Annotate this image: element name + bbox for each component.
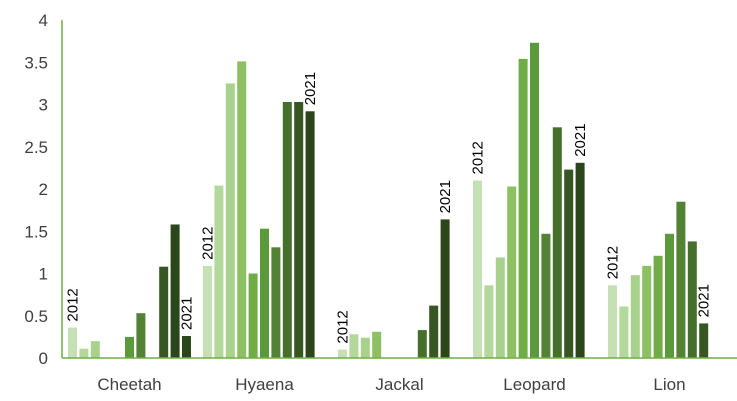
bar [237, 61, 247, 359]
bar [203, 265, 212, 358]
bar [676, 201, 686, 358]
bar [271, 247, 281, 358]
bar [125, 336, 134, 358]
bar [530, 42, 539, 359]
bar [699, 323, 709, 358]
y-tick-label: 2 [39, 180, 48, 199]
bar [507, 186, 517, 358]
bar [440, 219, 450, 358]
y-tick-label: 3 [39, 96, 48, 115]
bar [552, 127, 562, 358]
y-tick-label: 0.5 [24, 307, 48, 326]
year-annotation: 2021 [696, 284, 713, 317]
y-tick-label: 1.5 [24, 222, 48, 241]
year-annotation: 2012 [335, 310, 352, 343]
bar [473, 180, 482, 358]
bar [608, 285, 617, 358]
y-tick-label: 2.5 [24, 138, 48, 157]
bar [630, 275, 640, 358]
category-label: Hyaena [235, 375, 294, 394]
year-annotation: 2021 [302, 72, 319, 105]
bar [564, 169, 574, 358]
year-annotation: 2012 [605, 246, 622, 279]
category-label: Jackal [375, 375, 423, 394]
bar [619, 306, 629, 358]
bar [305, 111, 315, 358]
bar [349, 334, 359, 358]
bar [136, 313, 146, 358]
bar [68, 327, 77, 358]
bar [495, 257, 505, 358]
bar [360, 337, 370, 358]
bar [642, 265, 652, 358]
bar [687, 241, 697, 358]
bar [282, 102, 292, 358]
bar [653, 255, 663, 358]
year-annotation: 2012 [200, 227, 217, 260]
bar [575, 162, 585, 358]
bar [90, 341, 100, 358]
bar [248, 273, 258, 358]
year-annotation: 2012 [65, 288, 82, 321]
bar [225, 83, 235, 359]
year-annotation: 2021 [179, 297, 196, 330]
category-label: Cheetah [97, 375, 161, 394]
y-axis-ticks: 0 0.5 1 1.5 2 2.5 3 3.5 4 [24, 11, 48, 368]
bar [260, 228, 269, 358]
year-annotation: 2021 [437, 180, 454, 213]
bar [541, 233, 551, 358]
category-label: Lion [653, 375, 685, 394]
bar [429, 305, 439, 358]
x-axis-categories: Cheetah Hyaena Jackal Leopard Lion [97, 375, 685, 394]
bar [338, 349, 347, 358]
bar [214, 185, 224, 358]
bar [518, 58, 528, 359]
bar [182, 336, 191, 358]
bar [294, 102, 304, 358]
bar [170, 224, 180, 358]
y-tick-label: 3.5 [24, 53, 48, 72]
y-tick-label: 1 [39, 265, 48, 284]
category-label: Leopard [503, 375, 565, 394]
bar [417, 330, 427, 358]
bars [68, 42, 709, 359]
bar [372, 331, 382, 358]
bar [79, 348, 89, 358]
year-annotation: 2012 [470, 141, 487, 174]
bar [484, 285, 494, 358]
y-tick-label: 0 [39, 349, 48, 368]
year-annotation: 2021 [572, 123, 589, 156]
y-tick-label: 4 [39, 11, 48, 30]
year-annotations: 2012 2021 2012 2021 2012 2021 2012 2021 2012 2021 [65, 72, 713, 344]
bar [665, 233, 674, 358]
bar [159, 266, 169, 358]
